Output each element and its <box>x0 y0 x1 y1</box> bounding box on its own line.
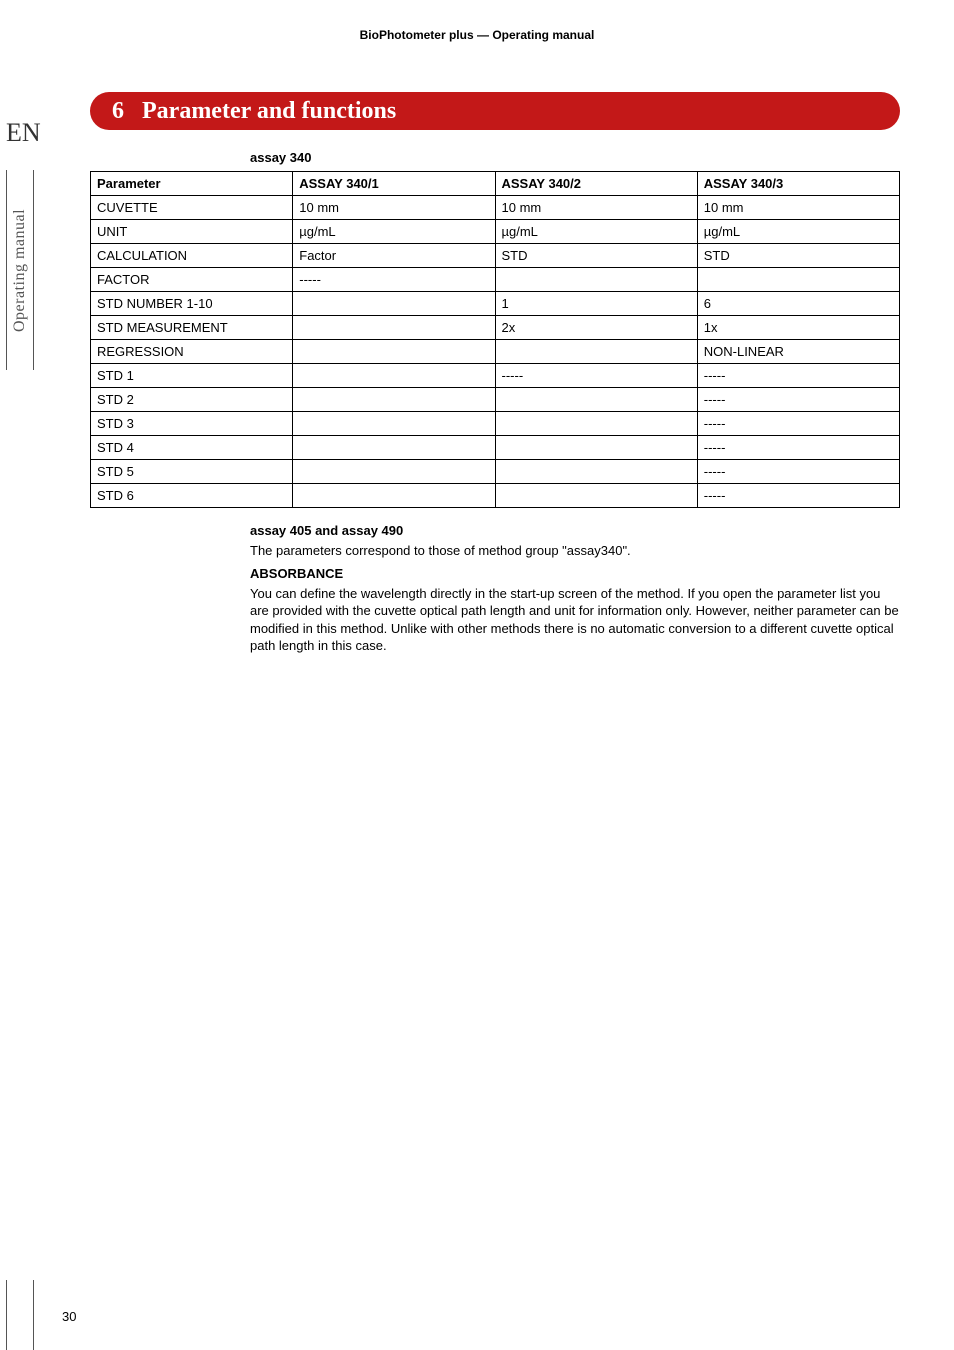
cell: ----- <box>495 364 697 388</box>
cell: 10 mm <box>697 196 899 220</box>
cell: ----- <box>293 268 495 292</box>
cell: REGRESSION <box>91 340 293 364</box>
cell: 2x <box>495 316 697 340</box>
cell <box>293 364 495 388</box>
chapter-number: 6 <box>112 98 124 125</box>
paragraph: The parameters correspond to those of me… <box>250 542 900 560</box>
cell: ----- <box>697 364 899 388</box>
table-row: STD 6 ----- <box>91 484 900 508</box>
cell: Factor <box>293 244 495 268</box>
cell: STD <box>495 244 697 268</box>
page: BioPhotometer plus — Operating manual EN… <box>0 0 954 1350</box>
subheading-absorbance: ABSORBANCE <box>250 565 900 583</box>
cell: ----- <box>697 412 899 436</box>
parameter-table: Parameter ASSAY 340/1 ASSAY 340/2 ASSAY … <box>90 171 900 508</box>
cell: STD MEASUREMENT <box>91 316 293 340</box>
cell: ----- <box>697 484 899 508</box>
page-number: 30 <box>62 1309 76 1324</box>
cell: STD 6 <box>91 484 293 508</box>
cell <box>293 412 495 436</box>
col-header: ASSAY 340/2 <box>495 172 697 196</box>
cell <box>495 412 697 436</box>
cell: UNIT <box>91 220 293 244</box>
table-row: STD 5 ----- <box>91 460 900 484</box>
cell: ----- <box>697 388 899 412</box>
table-row: CUVETTE10 mm10 mm10 mm <box>91 196 900 220</box>
cell: STD <box>697 244 899 268</box>
cell: ----- <box>697 460 899 484</box>
chapter-heading: 6 Parameter and functions <box>90 92 900 130</box>
cell: FACTOR <box>91 268 293 292</box>
col-header: ASSAY 340/3 <box>697 172 899 196</box>
table-row: STD 1 ---------- <box>91 364 900 388</box>
cell: µg/mL <box>495 220 697 244</box>
cell: µg/mL <box>293 220 495 244</box>
table-row: REGRESSION NON-LINEAR <box>91 340 900 364</box>
cell: STD 1 <box>91 364 293 388</box>
language-badge: EN <box>6 118 41 148</box>
cell: STD 3 <box>91 412 293 436</box>
cell: STD 2 <box>91 388 293 412</box>
body-text: assay 405 and assay 490 The parameters c… <box>250 522 900 655</box>
cell <box>495 460 697 484</box>
cell: ----- <box>697 436 899 460</box>
cell <box>293 460 495 484</box>
chapter-title: Parameter and functions <box>142 98 396 125</box>
table-row: STD 3 ----- <box>91 412 900 436</box>
table-row: UNITµg/mLµg/mLµg/mL <box>91 220 900 244</box>
cell <box>495 484 697 508</box>
cell: CUVETTE <box>91 196 293 220</box>
cell <box>697 268 899 292</box>
table-row: STD 4 ----- <box>91 436 900 460</box>
subheading-assay-405-490: assay 405 and assay 490 <box>250 522 900 540</box>
cell: 10 mm <box>495 196 697 220</box>
cell <box>293 316 495 340</box>
paragraph: You can define the wavelength directly i… <box>250 585 900 655</box>
cell: µg/mL <box>697 220 899 244</box>
content-area: assay 340 Parameter ASSAY 340/1 ASSAY 34… <box>90 150 900 655</box>
table-header-row: Parameter ASSAY 340/1 ASSAY 340/2 ASSAY … <box>91 172 900 196</box>
cell: 1x <box>697 316 899 340</box>
side-tab-label: Operating manual <box>6 170 34 370</box>
cell <box>293 484 495 508</box>
running-head: BioPhotometer plus — Operating manual <box>0 28 954 42</box>
table-row: FACTOR----- <box>91 268 900 292</box>
table-row: STD MEASUREMENT 2x1x <box>91 316 900 340</box>
side-tab-footer <box>6 1280 34 1350</box>
cell: 10 mm <box>293 196 495 220</box>
cell: 6 <box>697 292 899 316</box>
cell <box>495 436 697 460</box>
table-row: CALCULATIONFactorSTDSTD <box>91 244 900 268</box>
cell: STD 4 <box>91 436 293 460</box>
cell <box>293 292 495 316</box>
cell: 1 <box>495 292 697 316</box>
cell <box>495 340 697 364</box>
col-header: ASSAY 340/1 <box>293 172 495 196</box>
cell <box>495 388 697 412</box>
section-label: assay 340 <box>250 150 900 165</box>
cell <box>495 268 697 292</box>
cell: STD NUMBER 1-10 <box>91 292 293 316</box>
cell: CALCULATION <box>91 244 293 268</box>
table-row: STD 2 ----- <box>91 388 900 412</box>
col-header: Parameter <box>91 172 293 196</box>
cell: NON-LINEAR <box>697 340 899 364</box>
cell <box>293 340 495 364</box>
cell <box>293 436 495 460</box>
cell <box>293 388 495 412</box>
cell: STD 5 <box>91 460 293 484</box>
table-row: STD NUMBER 1-10 16 <box>91 292 900 316</box>
